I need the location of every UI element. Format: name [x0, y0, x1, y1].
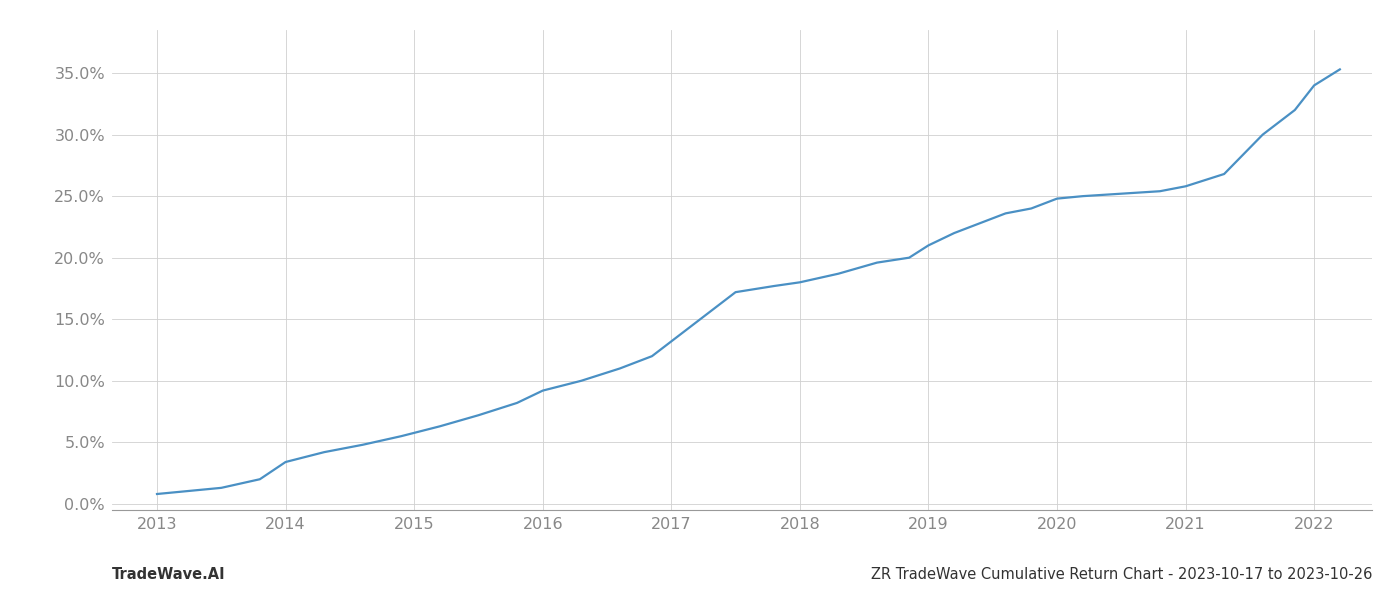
Text: TradeWave.AI: TradeWave.AI [112, 567, 225, 582]
Text: ZR TradeWave Cumulative Return Chart - 2023-10-17 to 2023-10-26: ZR TradeWave Cumulative Return Chart - 2… [871, 567, 1372, 582]
